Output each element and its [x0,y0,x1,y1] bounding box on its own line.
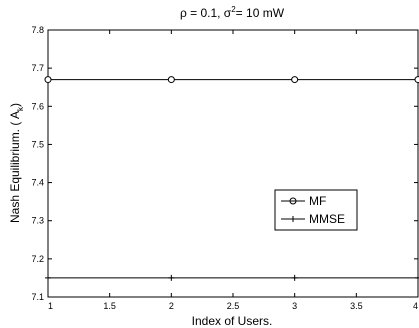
series-layer [44,76,419,281]
x-tick-label: 2.5 [227,301,240,311]
series-mf-point [414,76,419,84]
y-tick-label: 7.7 [31,63,44,73]
legend: MF MMSE [274,189,358,231]
x-axis-label: Index of Users. [192,314,273,328]
y-tick-label: 7.6 [31,101,44,111]
x-tick-label: 4 [413,301,418,311]
series-mf-point [167,76,175,84]
chart-title: ρ = 0.1, σ2= 10 mW [180,5,285,20]
y-tick-label: 7.2 [31,254,44,264]
series-mf-point [291,76,299,84]
series-mf-point [44,76,52,84]
x-tick-label: 2 [169,301,174,311]
y-tick-label: 7.1 [31,292,44,302]
plot-area [47,29,419,298]
y-axis-label: Nash Equilibrium. ( Ak) [8,103,25,223]
legend-mmse-label: MMSE [309,212,345,226]
legend-mmse-marker [290,216,296,222]
x-axis-ticks: 1 1.5 2 2.5 3 3.5 4 [47,30,419,311]
x-tick-label: 3.5 [350,301,363,311]
y-tick-label: 7.5 [31,139,44,149]
x-tick-label: 1.5 [103,301,116,311]
legend-mf-marker [289,197,297,205]
series-mmse-point [168,274,175,281]
y-tick-label: 7.8 [31,25,44,35]
legend-box [274,189,358,231]
series-mmse-point [45,274,51,281]
series-mmse-point [291,274,298,281]
y-tick-label: 7.4 [31,178,44,188]
y-axis-ticks: 7.1 7.2 7.3 7.4 7.5 7.6 7.7 7.8 [31,25,418,302]
x-tick-label: 3 [292,301,297,311]
series-mmse-point [415,274,419,281]
y-tick-label: 7.3 [31,216,44,226]
x-tick-label: 1 [48,301,53,311]
legend-mf-label: MF [309,194,326,208]
